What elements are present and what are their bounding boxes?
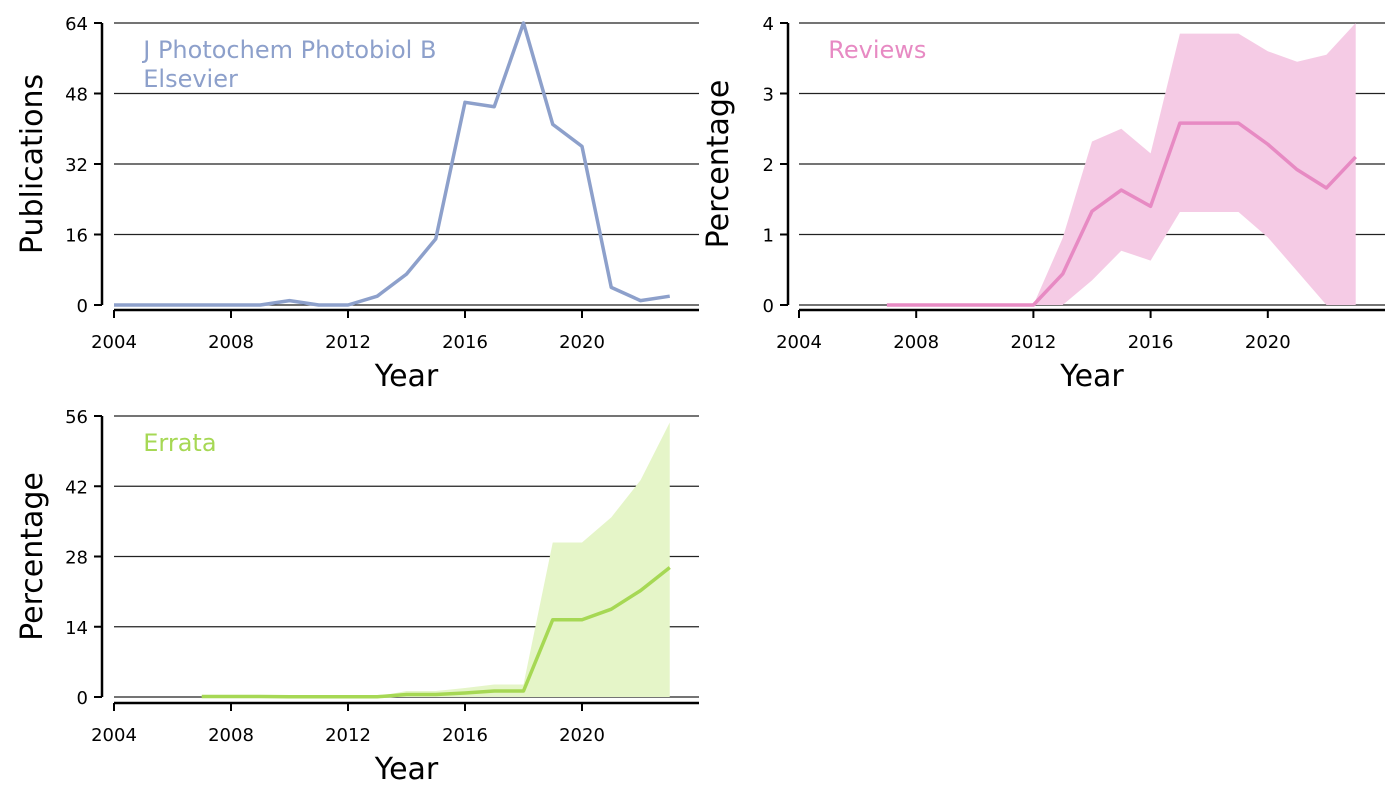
reviews-y-tick-label: 4 [763, 14, 774, 35]
errata-x-tick-label: 2012 [325, 725, 371, 746]
reviews-x-axis-title: Year [1059, 359, 1124, 394]
errata-series-line [201, 566, 671, 699]
publications-y-tick-label: 64 [65, 14, 88, 35]
publications-y-tick-label: 32 [65, 155, 88, 176]
publications-annotation: Elsevier [143, 65, 238, 93]
errata-annotation: Errata [143, 429, 216, 457]
errata-x-tick-label: 2020 [559, 725, 605, 746]
reviews-annotation: Reviews [828, 36, 926, 64]
errata-panel: 0 14 28 42 56 2004 2008 2012 2016 2020 Year Percent… [15, 407, 699, 787]
publications-x-tick-label: 2020 [559, 332, 605, 353]
errata-y-tick-label: 42 [65, 477, 88, 498]
reviews-y-tick-label: 3 [763, 85, 774, 106]
errata-x-tick-label: 2016 [442, 725, 488, 746]
publications-annotation: J Photochem Photobiol B [141, 36, 436, 64]
publications-y-axis-title: Publications [15, 74, 50, 254]
reviews-x-tick-label: 2008 [893, 332, 939, 353]
errata-confidence-band [201, 422, 670, 697]
errata-y-axis-title: Percentage [15, 472, 50, 641]
errata-y-tick-label: 28 [65, 548, 88, 569]
reviews-confidence-band [886, 23, 1356, 305]
reviews-series-line [886, 121, 1357, 307]
reviews-y-tick-label: 0 [763, 296, 774, 317]
publications-x-axis-title: Year [374, 359, 439, 394]
publications-x-tick-label: 2004 [91, 332, 137, 353]
publications-x-tick-label: 2012 [325, 332, 371, 353]
reviews-x-tick-label: 2004 [776, 332, 822, 353]
reviews-y-tick-label: 1 [763, 226, 774, 247]
publications-y-tick-label: 0 [77, 296, 88, 317]
errata-x-tick-label: 2008 [208, 725, 254, 746]
publications-panel: 0 16 32 48 64 2004 2008 2012 2016 2020 Year Publica… [15, 14, 699, 394]
errata-y-tick-label: 56 [65, 407, 88, 428]
reviews-x-tick-label: 2020 [1245, 332, 1291, 353]
reviews-y-tick-label: 2 [763, 155, 774, 176]
publications-series-line [114, 21, 671, 307]
publications-x-tick-label: 2008 [208, 332, 254, 353]
reviews-x-tick-label: 2012 [1010, 332, 1056, 353]
errata-y-tick-label: 14 [65, 618, 88, 639]
publications-x-tick-label: 2016 [442, 332, 488, 353]
errata-y-tick-label: 0 [77, 688, 88, 709]
reviews-y-axis-title: Percentage [701, 80, 736, 249]
errata-x-tick-label: 2004 [91, 725, 137, 746]
errata-x-axis-title: Year [374, 752, 439, 787]
publications-y-tick-label: 16 [65, 226, 88, 247]
reviews-x-tick-label: 2016 [1128, 332, 1174, 353]
publications-y-tick-label: 48 [65, 85, 88, 106]
reviews-panel: 0 1 2 3 4 2004 2008 2012 2016 2020 Year Percentage R… [701, 14, 1385, 394]
